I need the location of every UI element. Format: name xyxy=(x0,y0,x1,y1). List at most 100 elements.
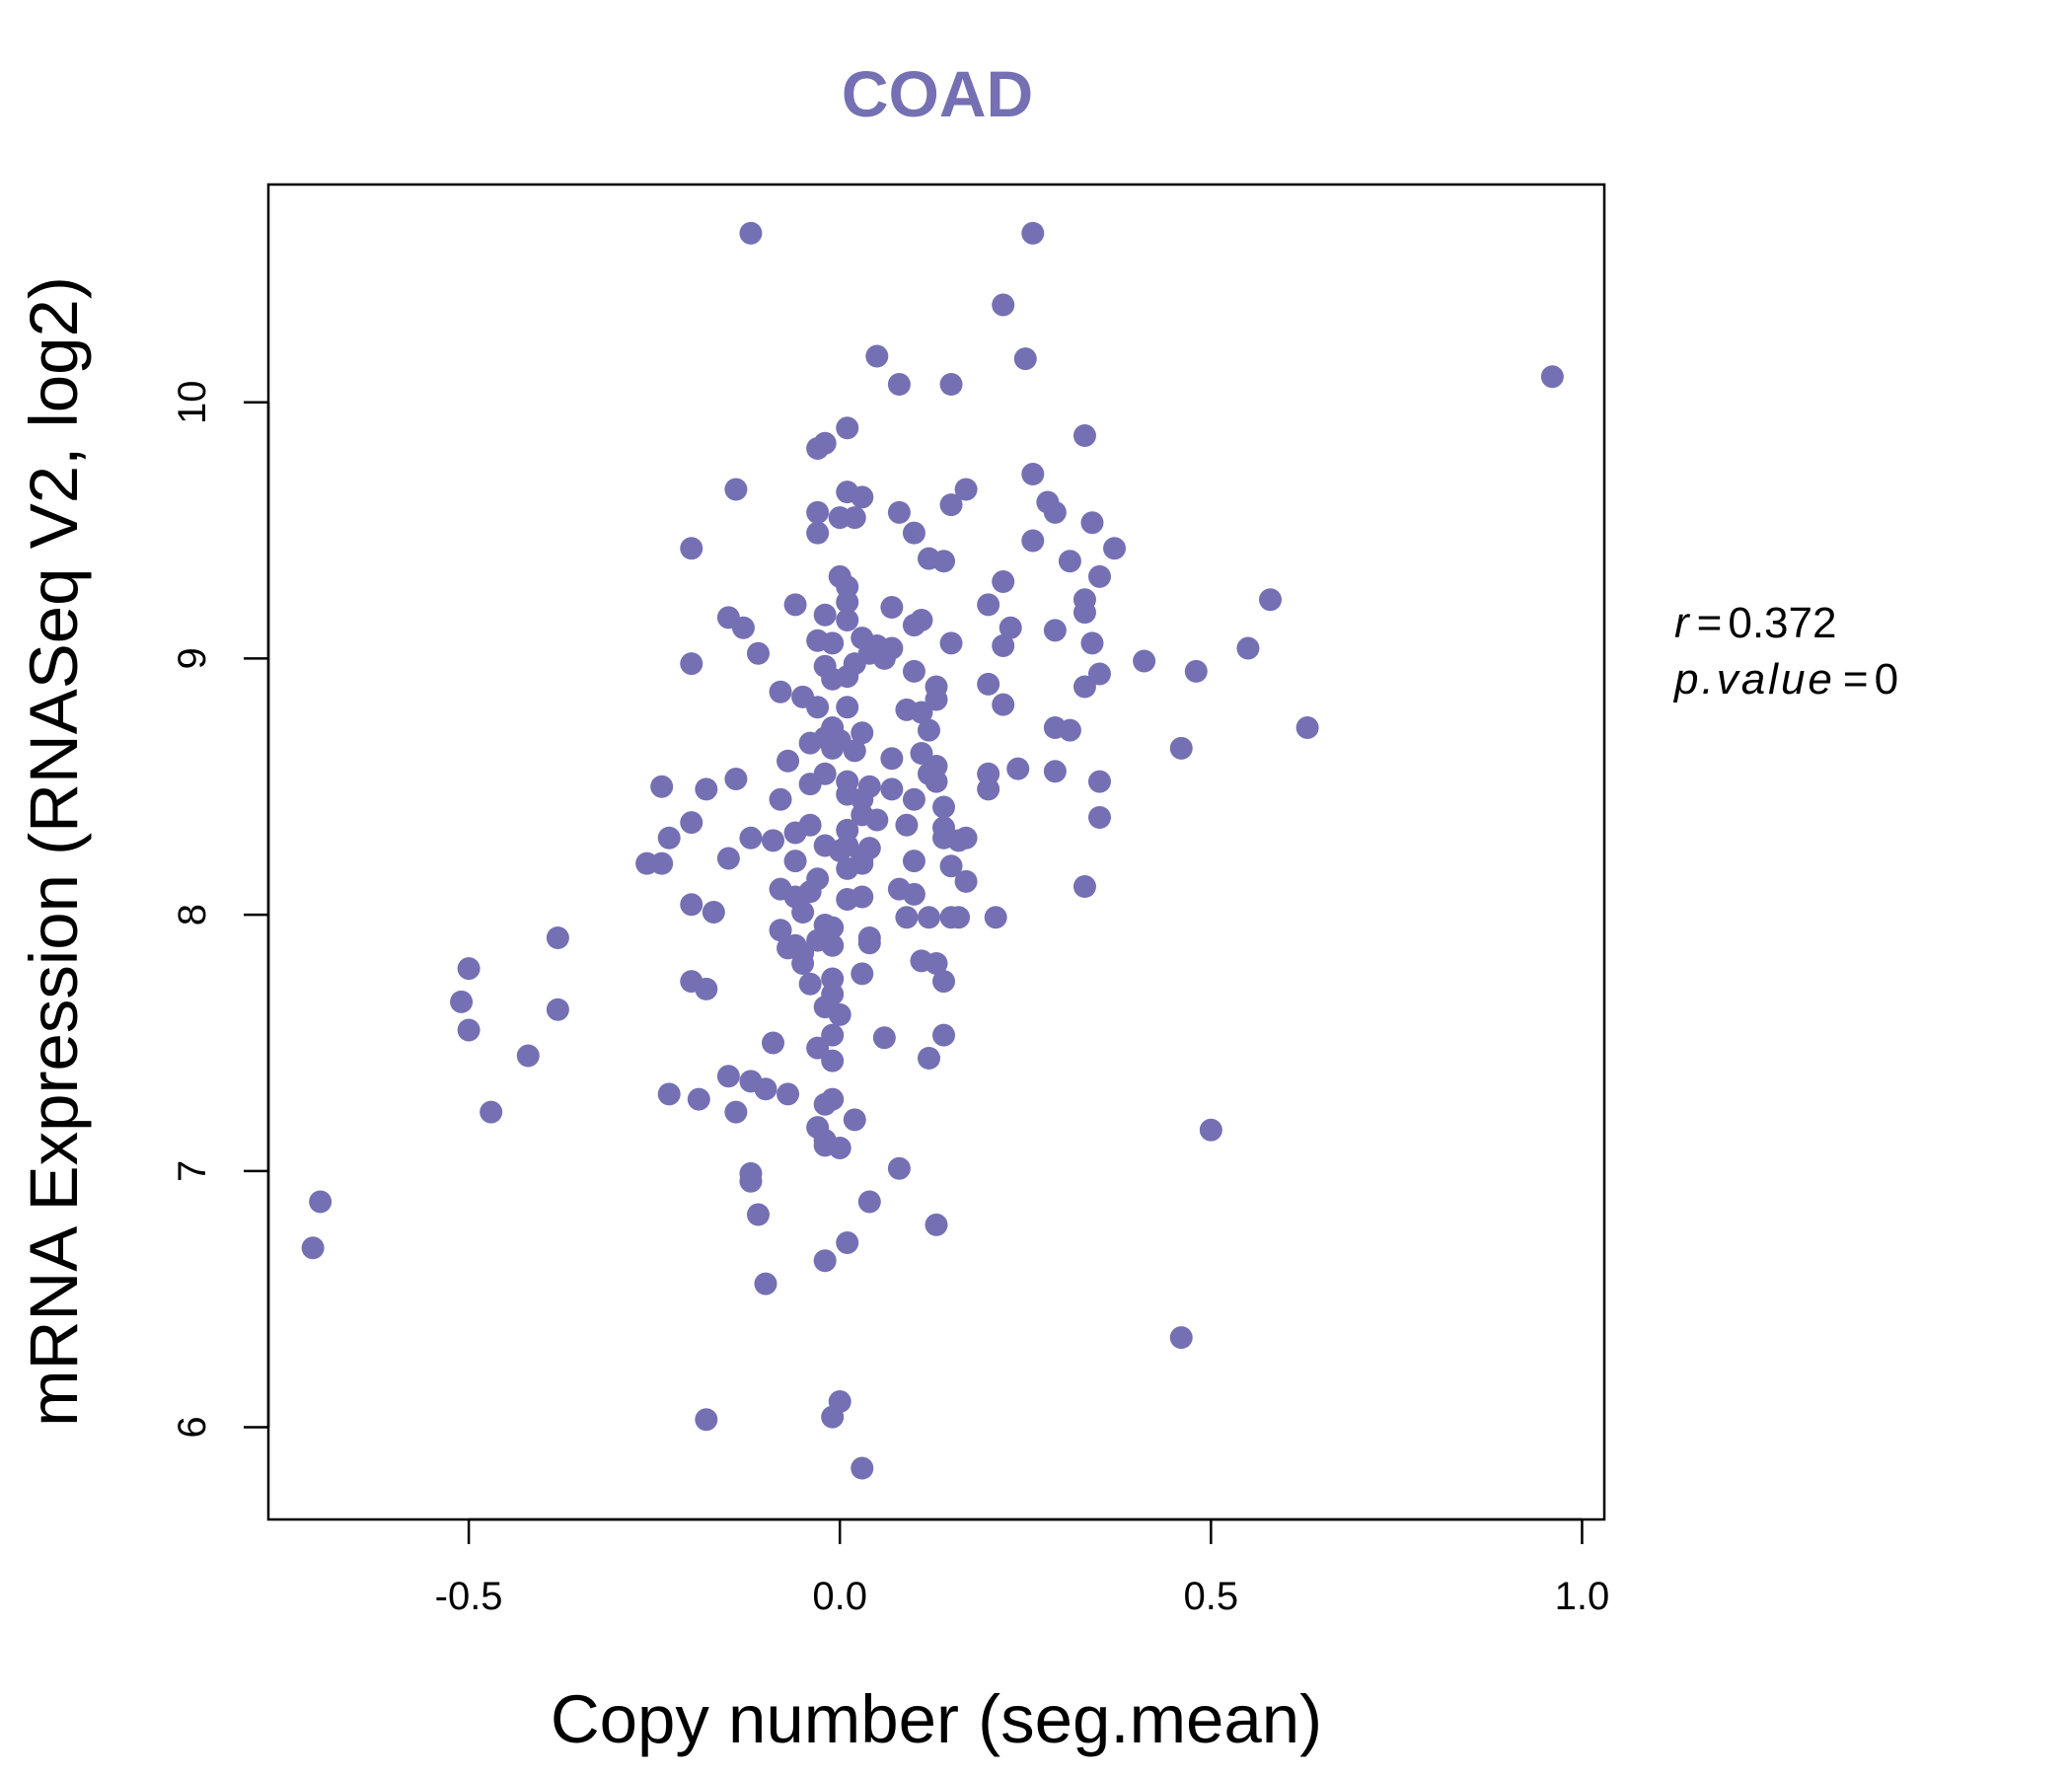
data-point xyxy=(309,1190,333,1214)
data-point xyxy=(925,1213,948,1236)
data-point xyxy=(650,851,674,875)
data-point xyxy=(902,659,925,683)
data-point xyxy=(932,970,956,994)
data-point xyxy=(1006,757,1030,780)
data-point xyxy=(836,590,859,614)
data-point xyxy=(1021,221,1045,245)
data-point xyxy=(783,821,807,845)
data-point xyxy=(769,680,792,703)
data-point xyxy=(1087,770,1111,793)
data-point xyxy=(1021,462,1045,485)
data-point xyxy=(932,795,956,819)
data-point xyxy=(977,593,1000,617)
data-point xyxy=(546,998,569,1021)
p-annotation: p.value = 0 xyxy=(1672,655,1898,703)
data-point xyxy=(546,925,569,949)
data-point xyxy=(798,880,822,904)
data-point xyxy=(1295,716,1319,740)
data-point xyxy=(851,1456,874,1480)
data-point xyxy=(657,826,681,850)
data-point xyxy=(1043,619,1067,642)
data-point xyxy=(480,1100,503,1124)
data-point xyxy=(828,1002,851,1026)
r-label: r xyxy=(1674,599,1691,647)
data-point xyxy=(821,933,845,957)
data-point xyxy=(1073,875,1096,899)
data-point xyxy=(857,931,881,955)
data-point xyxy=(813,1249,837,1273)
data-point xyxy=(457,957,481,981)
data-point xyxy=(1184,659,1208,683)
data-point xyxy=(939,493,963,517)
data-point xyxy=(925,770,948,793)
data-point xyxy=(992,293,1015,317)
data-point xyxy=(1103,537,1127,560)
data-point xyxy=(813,603,837,627)
data-point xyxy=(836,696,859,719)
data-point xyxy=(917,718,940,742)
data-point xyxy=(932,550,956,573)
data-point xyxy=(716,1065,740,1088)
data-point xyxy=(872,646,896,670)
data-point xyxy=(657,1082,681,1106)
data-point xyxy=(762,1031,785,1055)
data-point xyxy=(769,919,792,942)
data-point xyxy=(777,749,800,773)
data-point xyxy=(939,373,963,397)
y-tick-label: 6 xyxy=(171,1416,214,1438)
data-point xyxy=(777,936,800,960)
y-tick-label: 10 xyxy=(171,380,214,424)
data-point xyxy=(783,850,807,873)
data-point xyxy=(731,616,755,639)
data-point xyxy=(954,478,978,501)
data-point xyxy=(821,1405,845,1429)
data-point xyxy=(746,641,770,665)
data-point xyxy=(887,373,911,397)
y-tick-label: 9 xyxy=(171,647,214,669)
plot-frame xyxy=(266,183,1606,1521)
data-point xyxy=(680,811,703,835)
data-point xyxy=(902,521,925,545)
data-point xyxy=(1087,564,1111,588)
x-axis-title: Copy number (seg.mean) xyxy=(551,1681,1322,1757)
data-point xyxy=(754,1077,777,1101)
data-point xyxy=(821,736,845,760)
data-point xyxy=(992,570,1015,594)
data-point xyxy=(1058,550,1081,573)
data-point xyxy=(1259,588,1282,612)
data-point xyxy=(999,616,1022,639)
data-point xyxy=(1169,1326,1193,1350)
data-point xyxy=(836,856,859,880)
data-point xyxy=(516,1044,540,1068)
data-point xyxy=(798,731,822,755)
data-point xyxy=(716,847,740,870)
data-point xyxy=(925,951,948,975)
data-point xyxy=(843,1108,866,1132)
data-point xyxy=(1036,490,1060,514)
data-point xyxy=(1540,365,1564,389)
data-point xyxy=(1133,649,1156,673)
data-point xyxy=(821,1023,845,1047)
data-point xyxy=(746,1203,770,1226)
x-tick-label: 1.0 xyxy=(1555,1575,1610,1618)
data-point xyxy=(1080,511,1104,535)
data-point xyxy=(806,521,830,545)
data-point xyxy=(702,901,725,925)
data-point xyxy=(724,767,748,790)
r-value: 0.372 xyxy=(1728,599,1836,647)
data-point xyxy=(695,777,718,801)
data-point xyxy=(680,893,703,917)
data-point xyxy=(806,436,830,460)
data-point xyxy=(887,1156,911,1180)
p-value: 0 xyxy=(1875,655,1898,703)
data-point xyxy=(1021,529,1045,553)
data-point xyxy=(992,693,1015,716)
data-point xyxy=(739,1169,763,1193)
data-point xyxy=(910,742,933,766)
data-point xyxy=(813,1092,837,1116)
data-point xyxy=(754,1272,777,1295)
data-point xyxy=(1073,423,1096,447)
data-point xyxy=(798,972,822,996)
p-label: p.value xyxy=(1672,655,1835,703)
chart-title: COAD xyxy=(842,57,1033,130)
